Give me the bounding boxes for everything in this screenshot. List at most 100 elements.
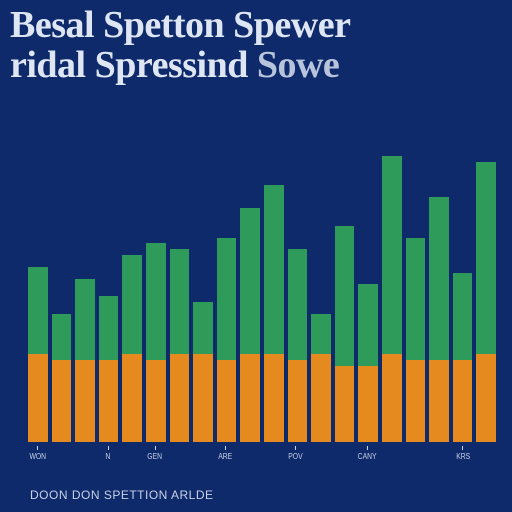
tick-label: WON xyxy=(29,452,46,461)
bar-bottom-segment xyxy=(264,354,284,442)
x-tick xyxy=(477,446,496,466)
tick-mark xyxy=(367,446,368,450)
bar-top-segment xyxy=(193,302,213,355)
bar-bottom-segment xyxy=(382,354,402,442)
bar xyxy=(217,150,237,442)
bar xyxy=(358,150,378,442)
tick-mark xyxy=(108,446,109,450)
bar-top-segment xyxy=(358,284,378,366)
bar-top-segment xyxy=(217,238,237,361)
canvas: Besal Spetton Spewer ridal Spressind Sow… xyxy=(0,0,512,512)
bar xyxy=(335,150,355,442)
bar-bottom-segment xyxy=(52,360,72,442)
bar xyxy=(193,150,213,442)
bar-top-segment xyxy=(240,208,260,354)
tick-label: KRS xyxy=(456,452,470,461)
x-tick xyxy=(239,446,258,466)
bar-top-segment xyxy=(335,226,355,366)
bar-top-segment xyxy=(382,156,402,355)
chart-title: Besal Spetton Spewer ridal Spressind Sow… xyxy=(10,6,502,86)
bar-top-segment xyxy=(75,279,95,361)
chart-area xyxy=(28,150,496,442)
bar xyxy=(406,150,426,442)
bar-bottom-segment xyxy=(170,354,190,442)
bar xyxy=(28,150,48,442)
tick-mark xyxy=(462,446,463,450)
title-line-1: Besal Spetton Spewer xyxy=(10,6,502,46)
x-tick xyxy=(406,446,425,466)
bar-top-segment xyxy=(146,243,166,360)
title-line2-b: Spressind xyxy=(95,44,248,86)
bar-bottom-segment xyxy=(146,360,166,442)
bar xyxy=(122,150,142,442)
bar-bottom-segment xyxy=(99,360,119,442)
x-tick xyxy=(122,446,141,466)
title-line1-a: Besal xyxy=(10,4,103,46)
title-line-2: ridal Spressind Sowe xyxy=(10,46,502,86)
tick-label: GEN xyxy=(148,452,163,461)
bar-bottom-segment xyxy=(28,354,48,442)
x-tick: KRS xyxy=(453,446,472,466)
bar-top-segment xyxy=(311,314,331,355)
tick-mark xyxy=(155,446,156,450)
x-tick xyxy=(192,446,211,466)
x-tick: WON xyxy=(28,446,48,466)
x-tick xyxy=(263,446,282,466)
bar-top-segment xyxy=(288,249,308,360)
bar xyxy=(382,150,402,442)
bar-top-segment xyxy=(453,273,473,361)
x-axis: WON N GEN ARE POV CANY KRS xyxy=(28,446,496,466)
tick-mark xyxy=(37,446,38,450)
bar-bottom-segment xyxy=(311,354,331,442)
x-tick xyxy=(430,446,449,466)
bar-top-segment xyxy=(476,162,496,355)
bars-row xyxy=(28,150,496,442)
x-tick xyxy=(333,446,352,466)
tick-label: POV xyxy=(289,452,303,461)
bar-bottom-segment xyxy=(75,360,95,442)
bar xyxy=(311,150,331,442)
x-tick: N xyxy=(98,446,117,466)
tick-mark xyxy=(225,446,226,450)
tick-mark xyxy=(295,446,296,450)
bar-top-segment xyxy=(406,238,426,361)
bar-bottom-segment xyxy=(240,354,260,442)
bar-bottom-segment xyxy=(122,354,142,442)
x-tick xyxy=(310,446,329,466)
bar xyxy=(99,150,119,442)
x-tick: GEN xyxy=(145,446,164,466)
x-tick xyxy=(75,446,94,466)
bar-top-segment xyxy=(99,296,119,360)
bar xyxy=(429,150,449,442)
x-tick xyxy=(383,446,402,466)
x-tick: POV xyxy=(286,446,305,466)
title-line1-b: Spetton Spewer xyxy=(103,4,350,46)
title-line2-a: ridal xyxy=(10,44,95,86)
bar xyxy=(476,150,496,442)
bar-bottom-segment xyxy=(217,360,237,442)
bar-top-segment xyxy=(264,185,284,354)
title-line2-c: Sowe xyxy=(248,44,339,86)
bar xyxy=(240,150,260,442)
bar xyxy=(170,150,190,442)
bar xyxy=(75,150,95,442)
bar-top-segment xyxy=(122,255,142,354)
x-tick: ARE xyxy=(216,446,235,466)
tick-label: N xyxy=(106,452,111,461)
bar-top-segment xyxy=(52,314,72,361)
tick-label: ARE xyxy=(218,452,232,461)
bar-bottom-segment xyxy=(288,360,308,442)
x-tick xyxy=(52,446,71,466)
bar xyxy=(146,150,166,442)
bar-bottom-segment xyxy=(193,354,213,442)
bar-top-segment xyxy=(429,197,449,361)
bar xyxy=(288,150,308,442)
bar-bottom-segment xyxy=(335,366,355,442)
tick-label: CANY xyxy=(358,452,377,461)
bar xyxy=(264,150,284,442)
footer-text: DOON DON SPETTION ARLDE xyxy=(30,488,214,502)
bar-bottom-segment xyxy=(476,354,496,442)
x-tick xyxy=(169,446,188,466)
bar xyxy=(52,150,72,442)
bar-bottom-segment xyxy=(358,366,378,442)
